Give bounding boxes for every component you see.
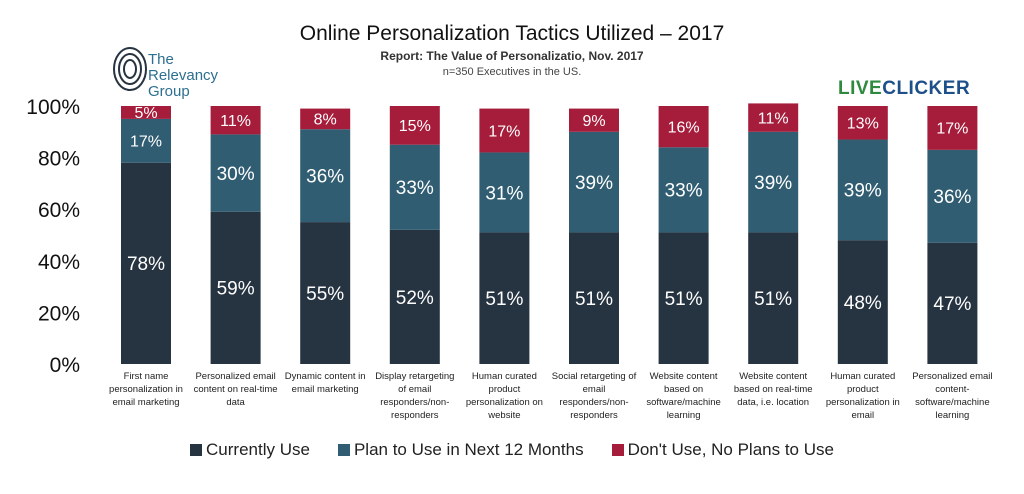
legend-label: Plan to Use in Next 12 Months — [353, 440, 584, 459]
bar-segment — [569, 108, 619, 132]
bar-segment — [569, 131, 619, 233]
data-label: 33% — [665, 181, 703, 202]
y-tick-label: 0% — [50, 354, 80, 377]
bar-segment — [837, 106, 888, 140]
chart-note: n=350 Executives in the US. — [442, 66, 582, 78]
data-label: 17% — [130, 134, 162, 151]
legend-swatch — [337, 444, 350, 456]
bar-segment — [389, 229, 440, 364]
y-tick-label: 60% — [38, 199, 80, 222]
data-label: 36% — [933, 187, 971, 208]
bar-segment — [121, 162, 171, 364]
bar-segment — [479, 108, 530, 153]
data-label: 51% — [665, 289, 703, 310]
data-label: 9% — [582, 113, 605, 130]
data-label: 51% — [575, 289, 613, 310]
data-label: 11% — [758, 110, 789, 127]
x-category-label: Social retargeting of email responders/n… — [551, 371, 637, 421]
data-label: 59% — [217, 279, 255, 300]
data-label: 5% — [134, 105, 157, 122]
bar-segment — [210, 106, 261, 135]
bar-segment — [210, 134, 261, 212]
x-category-label: Dynamic content in email marketing — [284, 371, 366, 395]
data-label: 39% — [844, 181, 882, 202]
data-label: 55% — [306, 284, 344, 305]
bar-segment — [479, 152, 530, 233]
bar-segment — [121, 118, 171, 163]
bar-segment — [748, 131, 799, 233]
x-category-label: Human curated product personalization on… — [465, 371, 543, 421]
data-label: 39% — [754, 173, 792, 194]
liveclicker-logo: LIVECLICKER — [838, 78, 971, 99]
bar-segment — [479, 232, 530, 364]
y-tick-label: 100% — [26, 96, 80, 119]
bar-segment — [300, 108, 351, 130]
bar-segment — [658, 147, 709, 233]
x-category-label: Personalized email content-software/mach… — [912, 371, 993, 421]
legend-item: Currently Use — [190, 440, 310, 460]
x-category-label: First name personalization in email mark… — [109, 371, 183, 408]
data-label: 15% — [399, 118, 431, 135]
bar-segment — [300, 129, 351, 223]
bar-segment — [210, 211, 261, 364]
data-label: 31% — [485, 183, 523, 204]
data-label: 51% — [485, 289, 523, 310]
legend: Currently Use Plan to Use in Next 12 Mont… — [0, 440, 1024, 460]
bar-segment — [658, 232, 709, 364]
bar-segment — [837, 139, 888, 241]
data-label: 78% — [127, 254, 165, 275]
x-category-label: Personalized email content on real-time … — [193, 371, 278, 408]
bar-segment — [748, 232, 799, 364]
y-tick-label: 20% — [38, 302, 80, 325]
data-label: 52% — [396, 288, 434, 309]
bar-segment — [927, 149, 978, 243]
x-category-label: Human curated product personalization in… — [825, 371, 900, 421]
bar-segment — [927, 106, 978, 150]
relevancy-group-logo: The Relevancy Group — [148, 51, 219, 100]
x-category-label: Website content based on real-time data,… — [733, 371, 813, 408]
bar-segment — [927, 242, 978, 364]
bar-segment — [300, 222, 351, 364]
data-label: 11% — [220, 113, 251, 130]
data-label: 39% — [575, 173, 613, 194]
x-category-label: Website content based on software/machin… — [646, 371, 721, 421]
y-tick-label: 80% — [38, 148, 80, 171]
legend-swatch — [190, 444, 203, 456]
legend-item: Don't Use, No Plans to Use — [611, 440, 834, 460]
chart-title: Online Personalization Tactics Utilized … — [299, 22, 725, 45]
x-category-label: Display retargeting of email responders/… — [375, 371, 455, 421]
legend-item: Plan to Use in Next 12 Months — [337, 440, 584, 460]
legend-label: Currently Use — [206, 440, 310, 459]
chart-subtitle: Report: The Value of Personalizatio, Nov… — [380, 49, 644, 63]
data-label: 17% — [488, 123, 520, 140]
bar-segment — [658, 106, 709, 148]
data-label: 48% — [844, 293, 882, 314]
data-label: 8% — [314, 112, 337, 129]
data-label: 51% — [754, 289, 792, 310]
data-label: 36% — [306, 167, 344, 188]
bar-segment — [389, 106, 440, 145]
data-label: 13% — [847, 116, 879, 133]
data-label: 16% — [668, 119, 700, 136]
data-label: 17% — [936, 121, 968, 138]
bar-segment — [121, 106, 171, 119]
data-label: 33% — [396, 178, 434, 199]
relevancy-group-logo-icon — [113, 47, 147, 91]
y-tick-label: 40% — [38, 251, 80, 274]
bar-segment — [389, 144, 440, 230]
data-label: 47% — [933, 294, 971, 315]
legend-label: Don't Use, No Plans to Use — [627, 440, 834, 459]
legend-swatch — [611, 444, 624, 456]
bar-segment — [837, 240, 888, 364]
bar-segment — [748, 103, 799, 132]
bar-segment — [569, 232, 619, 364]
data-label: 30% — [217, 164, 255, 185]
